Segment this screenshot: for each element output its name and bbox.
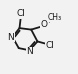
Text: O: O bbox=[41, 20, 48, 29]
Text: N: N bbox=[26, 47, 33, 56]
Text: CH₃: CH₃ bbox=[48, 13, 62, 22]
Text: Cl: Cl bbox=[45, 41, 54, 50]
Text: Cl: Cl bbox=[17, 9, 26, 18]
Text: N: N bbox=[8, 32, 14, 42]
